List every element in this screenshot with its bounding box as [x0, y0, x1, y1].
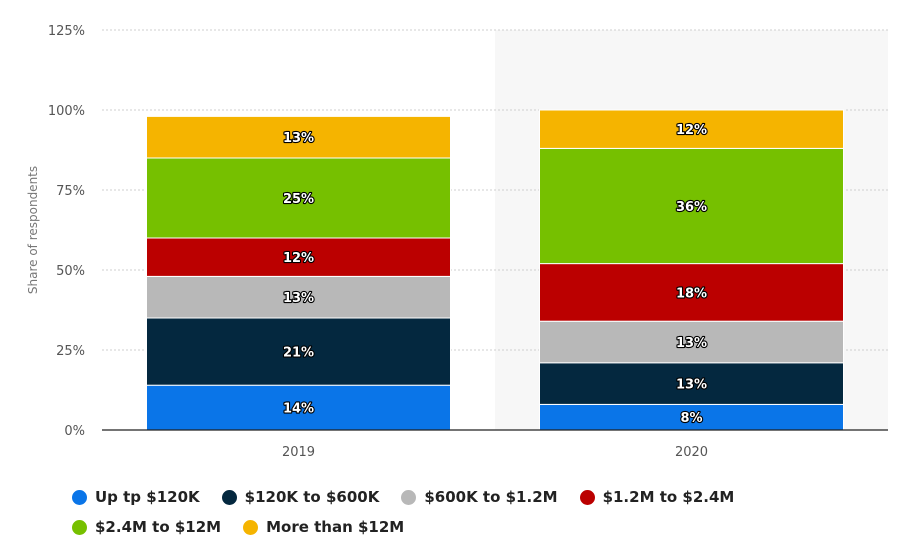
data-label: 36% — [676, 200, 707, 215]
legend-item[interactable]: $120K to $600K — [221, 486, 380, 508]
y-tick-label: 75% — [56, 184, 85, 199]
data-label: 13% — [283, 291, 314, 306]
y-tick-label: 50% — [56, 264, 85, 279]
legend-swatch — [72, 489, 87, 505]
legend-item[interactable]: $1.2M to $2.4M — [579, 486, 735, 508]
bar-segment[interactable] — [539, 403, 844, 431]
legend-item[interactable]: $2.4M to $12M — [72, 516, 221, 538]
data-label: 25% — [283, 192, 314, 207]
bar-segment[interactable] — [146, 275, 451, 319]
bar-segment[interactable] — [146, 115, 451, 159]
legend-swatch — [221, 489, 237, 505]
bar-segment[interactable] — [146, 237, 451, 277]
bar-segment[interactable] — [146, 384, 451, 431]
bar-segment[interactable] — [539, 320, 844, 364]
data-label: 8% — [680, 411, 702, 426]
x-tick-label: 2020 — [675, 445, 708, 460]
y-axis-title: Share of respondents — [26, 166, 40, 294]
bar-segment[interactable] — [539, 109, 844, 149]
data-label: 12% — [676, 123, 707, 138]
legend-swatch — [243, 519, 259, 535]
legend-item[interactable]: Up tp $120K — [72, 486, 200, 508]
data-label: 13% — [676, 336, 707, 351]
y-tick-label: 100% — [48, 104, 85, 119]
bar-segment[interactable] — [539, 263, 844, 322]
legend-label: Up tp $120K — [95, 488, 200, 506]
data-label: 14% — [283, 402, 314, 417]
legend-swatch — [401, 489, 417, 505]
stacked-bar-chart: 14% 21% 13% 12% 25% 13% 8% 13% 13% 18% 36% 12% 0% 25… — [26, 24, 888, 460]
legend: Up tp $120K $120K to $600K $600K to $1.2M $… — [72, 486, 872, 538]
x-tick-label: 2019 — [282, 445, 315, 460]
legend-label: More than $12M — [266, 518, 405, 536]
legend-label: $1.2M to $2.4M — [602, 488, 735, 506]
y-tick-label: 25% — [56, 344, 85, 359]
legend-label: $120K to $600K — [244, 488, 380, 506]
data-label: 21% — [283, 346, 314, 361]
y-tick-label: 125% — [48, 24, 85, 39]
legend-swatch — [72, 519, 87, 535]
legend-swatch — [579, 489, 595, 505]
data-label: 18% — [676, 286, 707, 301]
legend-item[interactable]: More than $12M — [243, 516, 404, 538]
legend-label: $600K to $1.2M — [424, 488, 558, 506]
bar-segment[interactable] — [146, 157, 451, 239]
y-tick-label: 0% — [64, 424, 85, 439]
data-label: 13% — [283, 131, 314, 146]
bar-segment[interactable] — [539, 147, 844, 265]
bar-segment[interactable] — [146, 317, 451, 386]
data-label: 13% — [676, 378, 707, 393]
legend-label: $2.4M to $12M — [95, 518, 222, 536]
data-label: 12% — [283, 251, 314, 266]
legend-item[interactable]: $600K to $1.2M — [401, 486, 558, 508]
